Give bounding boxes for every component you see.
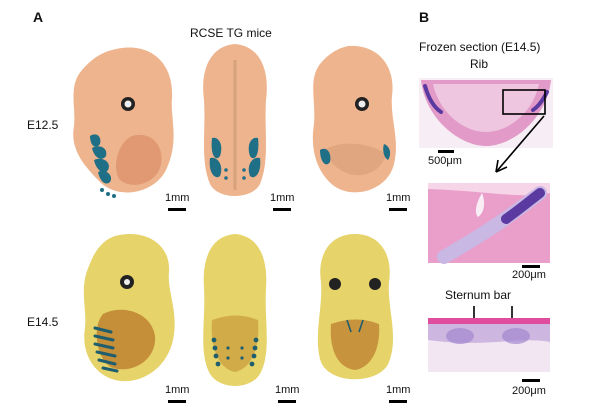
scale-bar-e12-1 (168, 208, 186, 211)
scale-bar-b-1 (438, 150, 454, 153)
sternum-label: Sternum bar (445, 288, 512, 302)
scale-label-b-1: 500μm (428, 155, 462, 167)
stage-label-e12: E12.5 (27, 118, 59, 132)
rib-section-overview (419, 78, 553, 148)
panel-a-letter: A (33, 9, 44, 25)
embryo-e12-ventral (312, 45, 396, 193)
scale-bar-b-3 (522, 379, 540, 382)
embryo-e12-dorsal (203, 44, 267, 196)
panel-b-letter: B (419, 9, 430, 25)
panel-b-title: Frozen section (E14.5) (419, 40, 541, 54)
scale-label-e14-1: 1mm (165, 384, 190, 396)
scale-label-e12-1: 1mm (165, 192, 190, 204)
scale-label-e12-3: 1mm (386, 192, 411, 204)
embryo-e14-ventral (317, 234, 394, 380)
embryo-e12-lateral (73, 47, 174, 198)
zoom-arrow-icon (495, 115, 545, 173)
embryo-e14-lateral (83, 233, 175, 382)
scale-bar-b-2 (522, 265, 540, 268)
sternum-section (428, 318, 550, 372)
scale-bar-e14-3 (389, 400, 407, 403)
scale-label-e14-3: 1mm (386, 384, 411, 396)
scale-bar-e14-1 (168, 400, 186, 403)
scale-label-e14-2: 1mm (275, 384, 300, 396)
stage-label-e14: E14.5 (27, 315, 59, 329)
panel-b-subtitle: Rib (470, 57, 489, 71)
scale-bar-e12-2 (273, 208, 291, 211)
panel-a-title: RCSE TG mice (190, 26, 272, 40)
scale-bar-e12-3 (389, 208, 407, 211)
rib-section-zoom (428, 183, 550, 264)
scale-label-b-3: 200μm (512, 385, 546, 397)
scale-label-e12-2: 1mm (270, 192, 295, 204)
embryo-e14-dorsal (203, 234, 267, 386)
scale-label-b-2: 200μm (512, 269, 546, 281)
scale-bar-e14-2 (278, 400, 296, 403)
